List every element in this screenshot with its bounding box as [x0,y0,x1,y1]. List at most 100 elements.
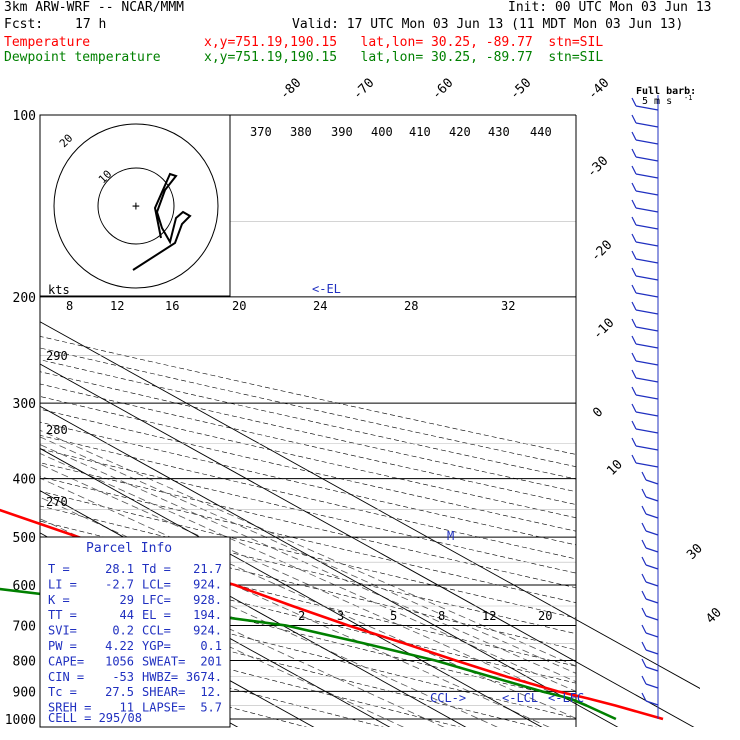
dry-adiabat [40,568,576,701]
parcel-param-label: CCL= [142,624,171,638]
barb-legend-title: Full barb: [636,86,696,97]
wind-barb-flag [641,573,647,583]
wind-barb [635,445,659,451]
parcel-info-panel: Parcel Info T = 28.1 Td = 21.7 LI = -2.7 LCL= 9… [39,536,231,728]
wind-barb-flag [631,250,637,260]
dry-adiabat [40,619,461,727]
wind-barb-flag [631,114,637,124]
parcel-param-label: Tc = [48,685,77,699]
parcel-param-value: 201 [200,654,222,668]
theta-label: 430 [488,125,510,139]
wind-barb [635,309,659,315]
parcel-param-label: SWEAT= [142,654,185,668]
isotherm-label: -30 [584,154,611,181]
wind-barb [635,360,659,366]
parcel-param-label: LFC= [142,593,171,607]
wind-barb-flag [631,267,637,277]
mixing-ratio-label: 2 [298,609,305,623]
wind-barbs [631,95,659,719]
parcel-param-value: 3674. [186,670,222,684]
wind-barb [635,292,659,298]
isotherm-label: -10 [590,316,617,343]
mixing-ratio-label: 20 [232,299,246,313]
wind-barb [645,564,659,570]
parcel-param-label: SHEAR= [142,685,185,699]
parcel-param-label: CAPE= [48,654,84,668]
parcel-cell-motion: CELL = 295/08 [48,711,142,725]
dry-adiabat [40,462,576,589]
parcel-param-value: 28.1 [105,562,134,576]
parcel-param-value: 924. [193,624,222,638]
mixing-ratio-label: 12 [110,299,124,313]
wind-barb [645,496,659,502]
dry-adiabat [40,490,576,619]
wind-barb-flag [641,522,647,532]
wind-barb-flag [641,675,647,685]
mixing-ratio-label: 8 [438,609,445,623]
theta-label: 400 [371,125,393,139]
wind-barb [635,207,659,213]
pressure-tick-label: 100 [13,109,36,124]
wind-barb [635,122,659,128]
parcel-param-value: 194. [193,608,222,622]
isotherm-label: 30 [684,541,706,563]
wind-barb [645,547,659,553]
mixing-ratio-label: 24 [313,299,327,313]
mixing-ratio-label: 32 [501,299,515,313]
wind-barb [635,377,659,383]
dewpoint-station-info: x,y=751.19,190.15 lat,lon= 30.25, -89.77… [204,50,604,65]
parcel-param-label: K = [48,593,70,607]
parcel-param-value: 928. [193,593,222,607]
mixing-ratio-line [40,496,550,727]
isotherm-label: 10 [604,457,626,479]
marker-labels: <-EL M CCL-> <-LCL <-LFC [312,282,584,705]
pressure-tick-label: 500 [13,531,36,546]
parcel-param-label: LAPSE= [142,701,185,715]
wind-barb [645,581,659,587]
init-time: Init: 00 UTC Mon 03 Jun 13 [508,0,712,15]
wind-barb [635,139,659,145]
wind-barb-flag [641,641,647,651]
parcel-param-value: 0.2 [112,624,134,638]
pressure-tick-label: 700 [13,619,36,634]
wind-barb-flag [631,165,637,175]
mixing-ratio-label: 28 [404,299,418,313]
isotherm-label: -60 [429,76,456,103]
wind-barb-flag [631,182,637,192]
wind-barb [635,224,659,230]
pressure-tick-label: 300 [13,397,36,412]
parcel-param-label: HWBZ= [142,670,178,684]
ccl-marker: CCL-> [430,691,466,705]
wind-barb [645,479,659,485]
mixing-ratio-line [40,436,576,674]
parcel-param-label: LI = [48,577,77,591]
wind-barb-flag [631,148,637,158]
mixing-ratio-label: 5 [390,609,397,623]
wind-barb [645,632,659,638]
parcel-param-value: 29 [120,593,134,607]
wind-barb [645,513,659,519]
wind-barb-flag [631,233,637,243]
pressure-tick-label: 1000 [5,713,36,728]
wind-barb [645,683,659,689]
wind-barb-flag [631,131,637,141]
pressure-tick-label: 800 [13,654,36,669]
m-marker: M [447,529,454,543]
wind-barb [635,190,659,196]
dewpoint-line [0,587,617,721]
parcel-param-label: CIN = [48,670,84,684]
theta-label: 440 [530,125,552,139]
wind-barb-flag [631,386,637,396]
parcel-param-value: 44 [120,608,134,622]
parcel-param-label: T = [48,562,70,576]
theta-e-label: 280 [46,423,68,437]
isotherm-label: 40 [703,605,725,627]
mixing-ratio-label: 8 [66,299,73,313]
temperature-legend-label: Temperature [4,35,91,50]
isotherm-label: -80 [277,76,304,103]
isotherm-label: -40 [585,76,612,103]
parcel-param-value: 21.7 [193,562,222,576]
parcel-param-label: LCL= [142,577,171,591]
